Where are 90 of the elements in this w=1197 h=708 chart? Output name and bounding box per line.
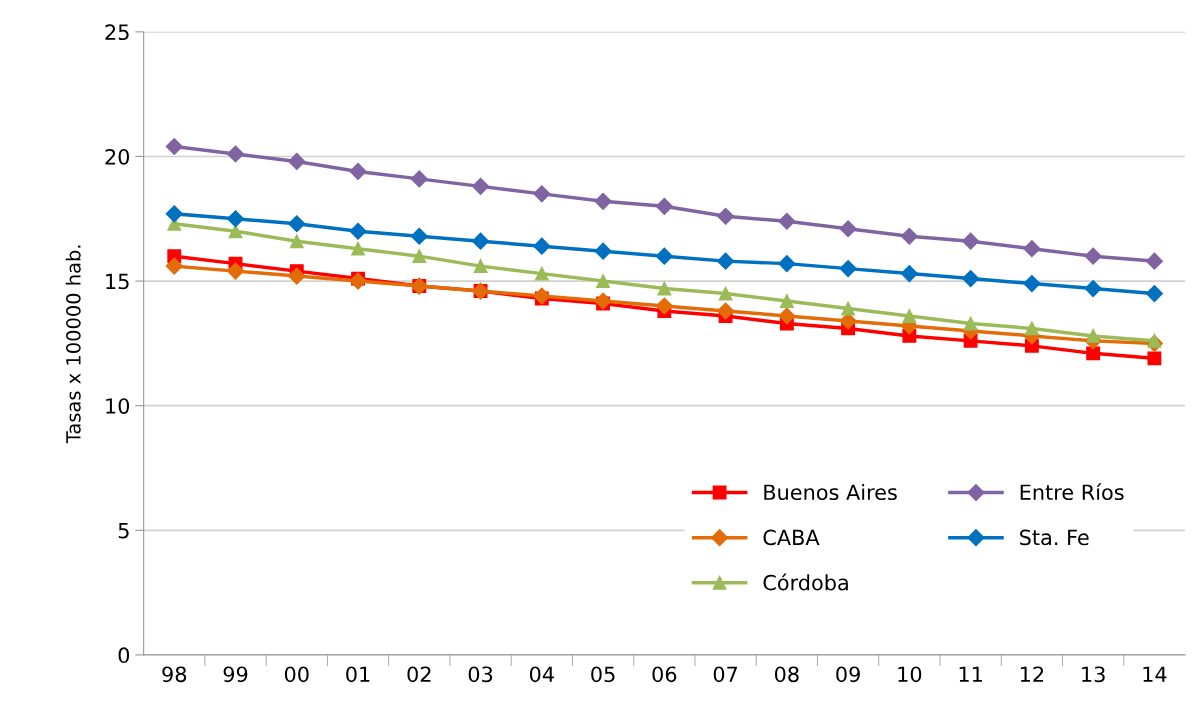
point xyxy=(165,205,183,223)
point xyxy=(410,227,428,245)
point xyxy=(778,212,796,230)
point xyxy=(1147,333,1162,348)
point xyxy=(655,297,673,315)
x-tick-label: 03 xyxy=(468,666,493,683)
x-tick-label: 00 xyxy=(284,666,309,683)
x-tick-label: 10 xyxy=(898,666,922,683)
x-tick-label: 98 xyxy=(162,666,187,683)
legend-label: Entre Ríos xyxy=(1020,483,1124,501)
point xyxy=(473,259,488,274)
y-tick-label: 15 xyxy=(106,273,129,290)
point xyxy=(594,292,612,310)
x-tick-label: 08 xyxy=(774,666,799,683)
x-tick-label: 09 xyxy=(836,666,860,683)
x-tick-label: 01 xyxy=(346,666,370,683)
x-tick-label: 05 xyxy=(591,666,615,683)
point xyxy=(288,152,306,171)
point xyxy=(657,281,672,296)
point xyxy=(1086,346,1101,361)
point xyxy=(596,274,611,289)
point xyxy=(718,286,733,301)
point xyxy=(226,145,245,163)
point xyxy=(655,247,673,265)
point xyxy=(1023,240,1041,258)
point xyxy=(534,266,549,281)
point xyxy=(1086,328,1101,343)
point xyxy=(472,232,490,250)
point xyxy=(839,260,857,278)
point xyxy=(288,267,306,285)
y-axis-title: Tasas x 100000 hab. xyxy=(65,245,81,444)
point xyxy=(1147,351,1162,366)
point xyxy=(165,137,183,156)
x-tick-label: 06 xyxy=(652,666,677,683)
point xyxy=(779,294,794,308)
point xyxy=(962,270,980,288)
point xyxy=(349,222,367,240)
point xyxy=(1145,252,1163,270)
point xyxy=(717,302,735,320)
point xyxy=(717,207,735,225)
point xyxy=(226,262,245,280)
point xyxy=(717,252,735,270)
y-tick-label: 20 xyxy=(105,148,130,165)
point xyxy=(226,210,245,228)
point xyxy=(1145,284,1163,303)
point xyxy=(655,197,673,215)
point xyxy=(900,227,918,245)
point xyxy=(1084,247,1102,265)
y-tick-label: 10 xyxy=(106,398,130,414)
point xyxy=(1024,321,1039,336)
x-tick-label: 02 xyxy=(407,666,431,683)
point xyxy=(165,257,183,275)
x-tick-label: 13 xyxy=(1082,666,1105,683)
point xyxy=(1084,280,1102,298)
point xyxy=(288,215,306,233)
point xyxy=(349,272,367,290)
legend-label: Córdoba xyxy=(763,573,848,591)
x-tick-label: 07 xyxy=(713,666,738,683)
x-tick-label: 99 xyxy=(223,666,248,683)
point xyxy=(349,162,367,180)
point xyxy=(228,224,243,239)
y-tick-label: 0 xyxy=(118,647,130,664)
point xyxy=(778,307,796,325)
legend-label: Sta. Fe xyxy=(1020,529,1089,546)
y-tick-label: 5 xyxy=(118,523,129,539)
point xyxy=(594,192,612,210)
point xyxy=(900,265,918,283)
point xyxy=(962,232,980,250)
point xyxy=(533,287,551,305)
point xyxy=(533,237,551,255)
point xyxy=(839,220,857,238)
point xyxy=(289,234,304,249)
point xyxy=(472,177,490,195)
legend-label: CABA xyxy=(763,529,820,546)
point xyxy=(902,309,917,323)
point xyxy=(963,316,978,331)
point xyxy=(533,185,551,203)
point xyxy=(410,170,428,188)
point xyxy=(594,242,612,260)
y-tick-label: 25 xyxy=(105,24,129,41)
point xyxy=(841,301,856,316)
x-tick-label: 12 xyxy=(1020,666,1044,682)
x-tick-label: 11 xyxy=(959,666,982,682)
point xyxy=(351,241,365,256)
point xyxy=(412,249,427,264)
point xyxy=(1023,275,1041,293)
legend-label: Buenos Aires xyxy=(764,484,897,501)
x-tick-label: 14 xyxy=(1143,666,1167,682)
x-tick-label: 04 xyxy=(529,666,554,683)
point xyxy=(778,255,796,273)
